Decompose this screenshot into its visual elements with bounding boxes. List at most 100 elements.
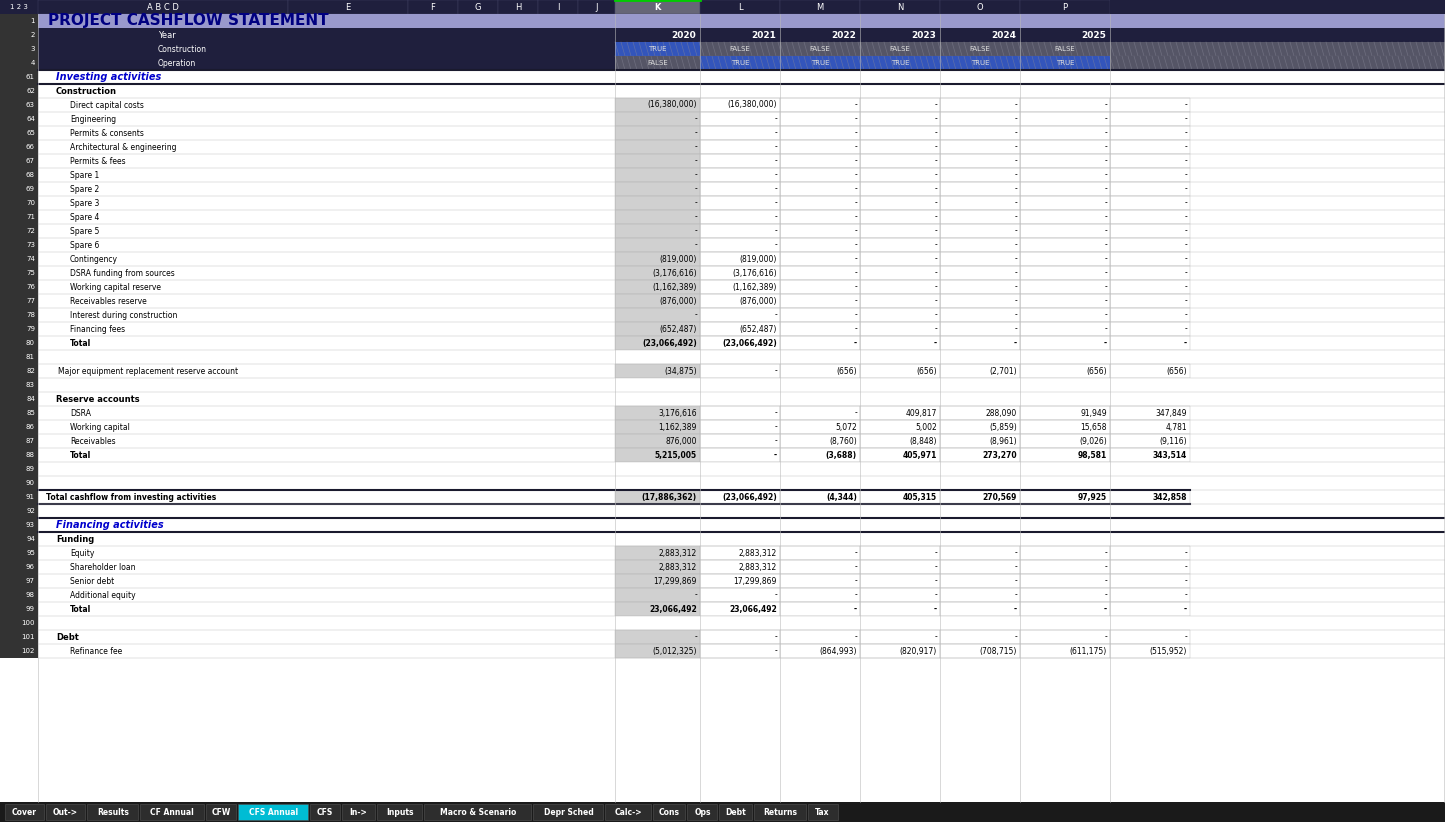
- Text: -: -: [935, 590, 936, 599]
- Bar: [38, 294, 616, 308]
- Text: Spare 1: Spare 1: [69, 170, 100, 179]
- Bar: [1110, 112, 1191, 126]
- Bar: [1110, 238, 1191, 252]
- Text: -: -: [1185, 184, 1186, 193]
- Bar: [1020, 252, 1110, 266]
- Text: TRUE: TRUE: [971, 60, 990, 66]
- Text: 1,162,389: 1,162,389: [659, 423, 696, 432]
- Text: TRUE: TRUE: [649, 46, 666, 52]
- Text: -: -: [775, 170, 777, 179]
- Bar: [616, 210, 699, 224]
- Bar: [780, 238, 860, 252]
- Bar: [780, 602, 860, 616]
- Text: -: -: [775, 213, 777, 221]
- Bar: [38, 112, 616, 126]
- Bar: [699, 406, 780, 420]
- Bar: [780, 588, 860, 602]
- Text: (3,176,616): (3,176,616): [733, 269, 777, 278]
- Text: (656): (656): [1087, 367, 1107, 376]
- Text: -: -: [935, 184, 936, 193]
- Text: -: -: [1185, 269, 1186, 278]
- Bar: [38, 560, 616, 574]
- Bar: [616, 42, 699, 56]
- Text: -: -: [1183, 339, 1186, 348]
- Text: 101: 101: [22, 634, 35, 640]
- Bar: [616, 126, 699, 140]
- Text: PROJECT CASHFLOW STATEMENT: PROJECT CASHFLOW STATEMENT: [48, 13, 328, 29]
- Bar: [1020, 448, 1110, 462]
- Text: 2021: 2021: [751, 30, 776, 39]
- Text: -: -: [775, 409, 777, 418]
- Bar: [780, 644, 860, 658]
- Bar: [941, 308, 1020, 322]
- Text: -: -: [854, 241, 857, 250]
- Text: (9,116): (9,116): [1159, 436, 1186, 446]
- Bar: [780, 308, 860, 322]
- Bar: [699, 574, 780, 588]
- Text: -: -: [1185, 198, 1186, 207]
- Bar: [616, 168, 699, 182]
- Text: -: -: [775, 590, 777, 599]
- Bar: [1110, 294, 1191, 308]
- Bar: [860, 364, 941, 378]
- Text: 69: 69: [26, 186, 35, 192]
- Bar: [616, 322, 699, 336]
- Bar: [860, 546, 941, 560]
- Bar: [1020, 336, 1110, 350]
- Bar: [699, 182, 780, 196]
- Bar: [1020, 280, 1110, 294]
- Text: M: M: [816, 2, 824, 12]
- Bar: [38, 87, 46, 95]
- Bar: [0, 182, 38, 196]
- Bar: [1110, 168, 1191, 182]
- Bar: [0, 140, 38, 154]
- Bar: [1020, 210, 1110, 224]
- Bar: [860, 140, 941, 154]
- Text: 80: 80: [26, 340, 35, 346]
- Text: 17,299,869: 17,299,869: [734, 576, 777, 585]
- Text: (17,886,362): (17,886,362): [642, 492, 696, 501]
- Bar: [780, 0, 860, 14]
- Text: -: -: [1185, 576, 1186, 585]
- Text: -: -: [1014, 255, 1017, 264]
- Text: -: -: [694, 311, 696, 320]
- Text: -: -: [1014, 339, 1017, 348]
- Text: -: -: [1014, 283, 1017, 292]
- Bar: [941, 630, 1020, 644]
- Bar: [860, 28, 941, 42]
- Bar: [616, 252, 699, 266]
- Bar: [699, 252, 780, 266]
- Text: Total: Total: [69, 604, 91, 613]
- Text: -: -: [775, 241, 777, 250]
- Text: -: -: [1014, 156, 1017, 165]
- Bar: [860, 420, 941, 434]
- Text: -: -: [1104, 548, 1107, 557]
- Bar: [780, 168, 860, 182]
- Bar: [533, 804, 604, 820]
- Bar: [0, 308, 38, 322]
- Bar: [407, 0, 458, 14]
- Bar: [38, 546, 616, 560]
- Text: Operation: Operation: [158, 58, 197, 67]
- Text: -: -: [1185, 562, 1186, 571]
- Bar: [699, 112, 780, 126]
- Bar: [538, 0, 578, 14]
- Bar: [1110, 560, 1191, 574]
- Bar: [0, 112, 38, 126]
- Text: 78: 78: [26, 312, 35, 318]
- Bar: [699, 294, 780, 308]
- Text: Inputs: Inputs: [386, 807, 413, 816]
- Text: -: -: [935, 548, 936, 557]
- Bar: [699, 266, 780, 280]
- Bar: [38, 521, 46, 529]
- Bar: [616, 294, 699, 308]
- Text: Direct capital costs: Direct capital costs: [69, 100, 144, 109]
- Text: 99: 99: [26, 606, 35, 612]
- Bar: [0, 70, 38, 84]
- Text: Working capital reserve: Working capital reserve: [69, 283, 160, 292]
- Text: -: -: [775, 311, 777, 320]
- Bar: [616, 630, 699, 644]
- Bar: [1110, 182, 1191, 196]
- Bar: [38, 532, 1445, 546]
- Text: 409,817: 409,817: [906, 409, 936, 418]
